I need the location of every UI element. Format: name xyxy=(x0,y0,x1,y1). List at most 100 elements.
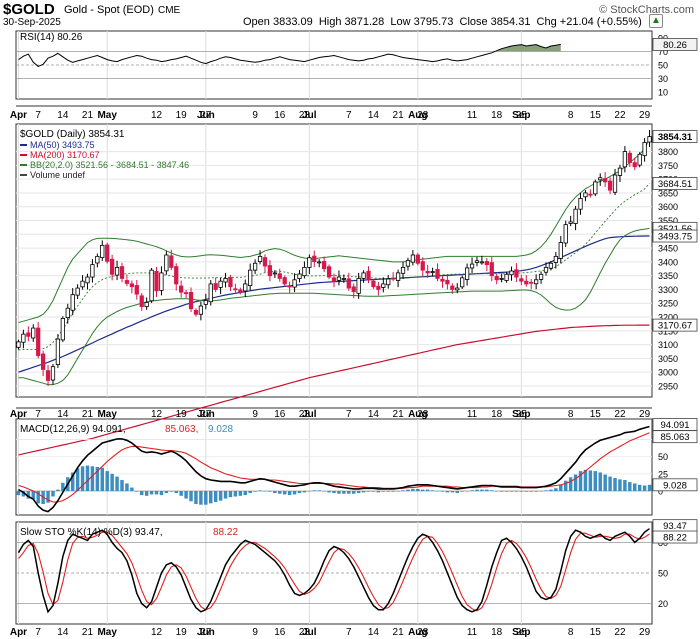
x-day-label: 21 xyxy=(82,409,94,420)
candle-body xyxy=(538,273,544,280)
macd-signal-value: 85.063, xyxy=(165,424,198,435)
candle-body xyxy=(568,221,573,224)
candle-body xyxy=(31,327,36,339)
macd-histogram-bar xyxy=(159,491,164,496)
macd-histogram-bar xyxy=(194,491,198,505)
sto-tick-label: 50 xyxy=(658,569,668,579)
x-day-label: 28 xyxy=(417,110,429,121)
macd-line xyxy=(18,425,650,513)
price-tag: 3521.56 xyxy=(658,224,692,235)
candle-body xyxy=(203,300,208,305)
macd-tag: 9.028 xyxy=(663,480,687,491)
candle-body xyxy=(445,279,450,285)
x-day-label: 16 xyxy=(274,409,286,420)
price-tick-label: 3550 xyxy=(658,216,678,226)
macd-histogram-bar xyxy=(184,491,188,499)
candle-body xyxy=(395,272,401,281)
price-tick-label: 3450 xyxy=(658,244,678,254)
macd-histogram-bar xyxy=(302,491,307,493)
candle-body xyxy=(356,278,361,294)
x-month-label: Apr xyxy=(10,110,27,121)
macd-histogram-bar xyxy=(85,465,90,491)
candle-body xyxy=(272,272,277,275)
candle-body xyxy=(593,181,598,195)
candle-body xyxy=(80,280,85,288)
candle-body xyxy=(110,258,115,275)
candle-body xyxy=(243,283,248,292)
macd-histogram-bar xyxy=(475,489,479,491)
x-day-label: 23 xyxy=(299,110,311,121)
macd-histogram-bar xyxy=(504,491,509,492)
macd-histogram-bar xyxy=(376,491,381,493)
macd-histogram-bar xyxy=(278,491,282,494)
rsi-tick-label: 10 xyxy=(658,88,668,98)
x-month-label: May xyxy=(97,409,117,420)
x-month-label: Jun xyxy=(197,627,215,638)
candle-body xyxy=(627,152,632,164)
sto-k-line xyxy=(17,528,650,614)
candle-body xyxy=(642,142,647,156)
candle-body xyxy=(179,285,184,293)
candle-body xyxy=(60,318,65,341)
macd-histogram-bar xyxy=(361,491,366,493)
macd-tick-label: 50 xyxy=(658,452,668,462)
price-tick-label: 3350 xyxy=(658,271,678,281)
macd-histogram-bar xyxy=(351,491,356,494)
macd-histogram-bar xyxy=(223,491,228,499)
x-day-label: 9 xyxy=(252,409,258,420)
x-month-label: Jul xyxy=(302,110,317,121)
macd-histogram-bar xyxy=(26,491,31,499)
candle-body xyxy=(129,283,134,288)
macd-histogram-bar xyxy=(80,466,85,491)
macd-histogram-bar xyxy=(337,491,341,494)
rsi-tick-label: 30 xyxy=(658,74,668,84)
macd-histogram-bar xyxy=(179,491,183,496)
bb-upper-line xyxy=(18,138,650,323)
candle-body xyxy=(514,269,519,278)
rsi-title: RSI(14) 80.26 xyxy=(20,32,83,43)
candle-body xyxy=(174,266,179,285)
header-watermark: © StockCharts.com xyxy=(599,4,694,16)
candle-body xyxy=(440,278,445,282)
x-day-label: 29 xyxy=(639,627,651,638)
macd-hist-value: 9.028 xyxy=(208,424,233,435)
candle-body xyxy=(326,266,332,278)
macd-histogram-bar xyxy=(292,491,297,495)
candle-body xyxy=(154,270,159,292)
x-day-label: 11 xyxy=(467,110,478,121)
candle-body xyxy=(366,270,371,281)
macd-tag-box xyxy=(652,478,698,492)
macd-histogram-bar xyxy=(381,491,386,492)
x-day-label: 15 xyxy=(590,409,602,420)
candle-body xyxy=(164,254,169,272)
macd-histogram-bar xyxy=(623,480,627,491)
candle-body xyxy=(36,327,41,357)
rsi-value-tag: 80.26 xyxy=(663,40,687,51)
macd-histogram-bar xyxy=(282,491,287,495)
macd-histogram-bar xyxy=(115,476,119,491)
x-day-label: 7 xyxy=(35,110,41,121)
x-day-label: 27 xyxy=(200,409,212,420)
trend-arrow-icon: ▲ xyxy=(649,14,663,28)
macd-histogram-bar xyxy=(169,491,174,492)
x-day-label: 19 xyxy=(176,110,188,121)
price-tag-box xyxy=(652,177,698,190)
candle-body xyxy=(558,242,563,259)
candle-body xyxy=(21,333,26,343)
candle-body xyxy=(376,285,381,290)
macd-histogram-bar xyxy=(51,491,55,497)
candle-body xyxy=(346,278,351,289)
candle-body xyxy=(331,277,337,282)
price-tag: 3684.51 xyxy=(658,179,692,190)
x-month-label: May xyxy=(97,110,117,121)
x-day-label: 14 xyxy=(368,627,380,638)
x-day-label: 21 xyxy=(393,627,405,638)
candle-body xyxy=(632,162,637,168)
price-tag-box xyxy=(652,229,698,243)
candle-body xyxy=(529,281,534,284)
macd-title: MACD(12,26,9) 94.091, xyxy=(20,424,126,435)
candle-body xyxy=(617,167,623,176)
macd-histogram-bar xyxy=(628,482,632,491)
candle-body xyxy=(563,224,568,244)
